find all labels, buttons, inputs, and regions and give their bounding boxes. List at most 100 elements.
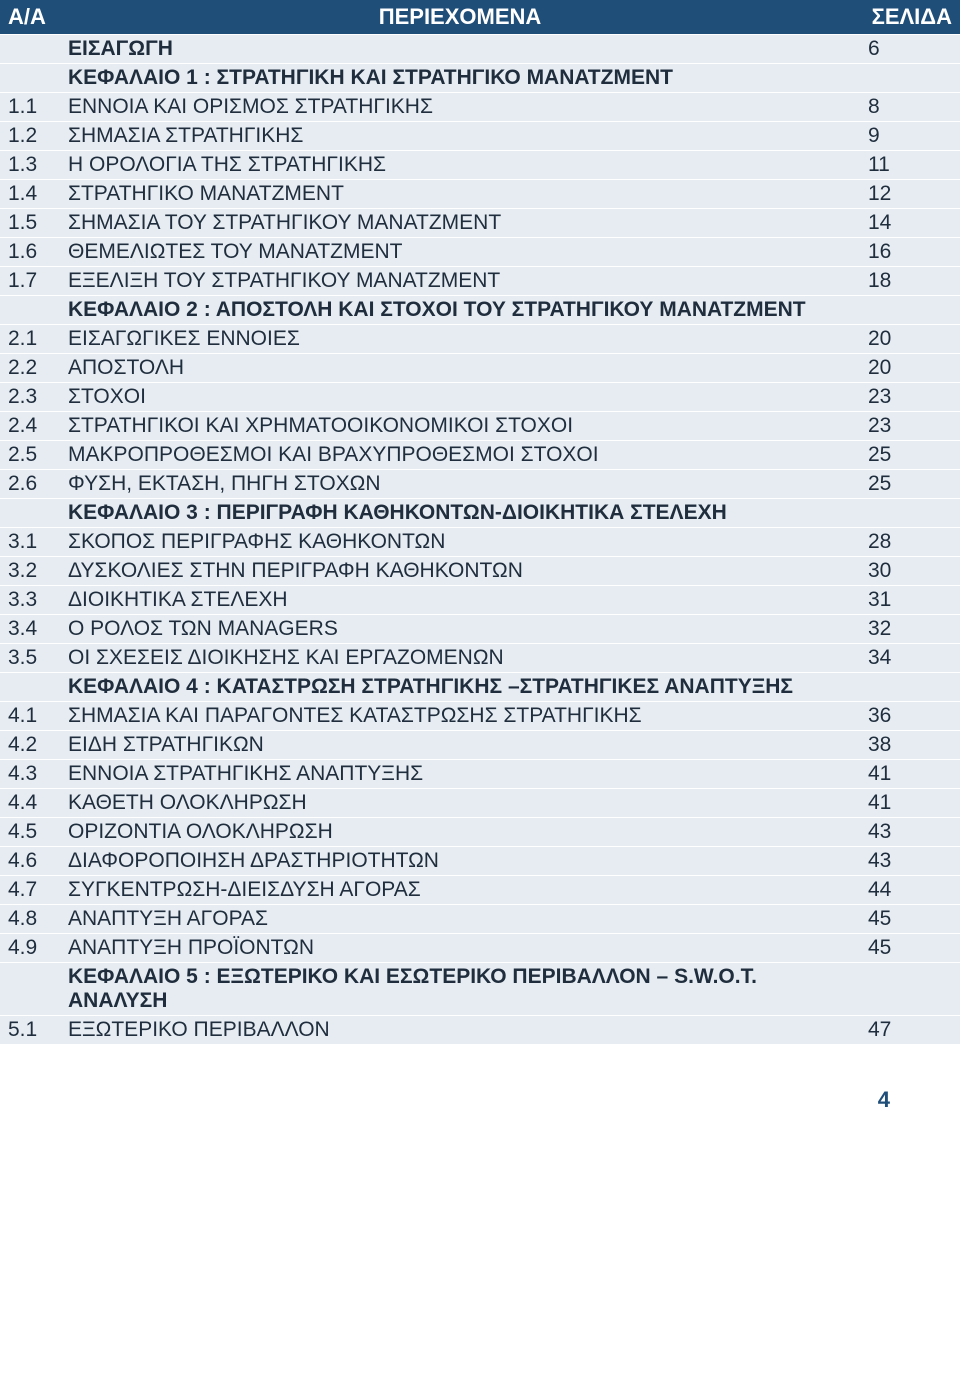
header-page: ΣΕΛΙΔΑ: [860, 0, 960, 35]
row-page: 28: [860, 528, 960, 557]
row-num: 4.9: [0, 934, 60, 963]
row-title: ΚΕΦΑΛΑΙΟ 3 : ΠΕΡΙΓΡΑΦΗ ΚΑΘΗΚΟΝΤΩΝ-ΔΙΟΙΚΗ…: [60, 499, 860, 528]
row-title: ΣΤΡΑΤΗΓΙΚΟ ΜΑΝΑΤΖΜΕΝΤ: [60, 180, 860, 209]
row-num: 2.1: [0, 325, 60, 354]
toc-row: 4.3ΕΝΝΟΙΑ ΣΤΡΑΤΗΓΙΚΗΣ ΑΝΑΠΤΥΞΗΣ41: [0, 760, 960, 789]
row-num: 5.1: [0, 1016, 60, 1045]
row-page: 41: [860, 760, 960, 789]
toc-row: 4.7ΣΥΓΚΕΝΤΡΩΣΗ-ΔΙΕΙΣΔΥΣΗ ΑΓΟΡΑΣ44: [0, 876, 960, 905]
row-page: 25: [860, 470, 960, 499]
row-page: 36: [860, 702, 960, 731]
row-page: 9: [860, 122, 960, 151]
row-page: 20: [860, 354, 960, 383]
row-title: ΣΤΟΧΟΙ: [60, 383, 860, 412]
row-page: [860, 499, 960, 528]
row-num: 1.1: [0, 93, 60, 122]
row-title: ΚΕΦΑΛΑΙΟ 4 : ΚΑΤΑΣΤΡΩΣΗ ΣΤΡΑΤΗΓΙΚΗΣ –ΣΤΡ…: [60, 673, 860, 702]
row-page: 43: [860, 818, 960, 847]
row-page: 12: [860, 180, 960, 209]
toc-row: ΚΕΦΑΛΑΙΟ 2 : ΑΠΟΣΤΟΛΗ ΚΑΙ ΣΤΟΧΟΙ ΤΟΥ ΣΤΡ…: [0, 296, 960, 325]
row-title: ΔΙΑΦΟΡΟΠΟΙΗΣΗ ΔΡΑΣΤΗΡΙΟΤΗΤΩΝ: [60, 847, 860, 876]
toc-row: 4.6ΔΙΑΦΟΡΟΠΟΙΗΣΗ ΔΡΑΣΤΗΡΙΟΤΗΤΩΝ43: [0, 847, 960, 876]
row-title: ΣΚΟΠΟΣ ΠΕΡΙΓΡΑΦΗΣ ΚΑΘΗΚΟΝΤΩΝ: [60, 528, 860, 557]
row-num: [0, 64, 60, 93]
toc-row: 2.4ΣΤΡΑΤΗΓΙΚΟΙ ΚΑΙ ΧΡΗΜΑΤΟΟΙΚΟΝΟΜΙΚΟΙ ΣΤ…: [0, 412, 960, 441]
toc-header-row: Α/Α ΠΕΡΙΕΧΟΜΕΝΑ ΣΕΛΙΔΑ: [0, 0, 960, 35]
row-title: ΘΕΜΕΛΙΩΤΕΣ ΤΟΥ ΜΑΝΑΤΖΜΕΝΤ: [60, 238, 860, 267]
row-title: ΣΗΜΑΣΙΑ ΤΟΥ ΣΤΡΑΤΗΓΙΚΟΥ ΜΑΝΑΤΖΜΕΝΤ: [60, 209, 860, 238]
row-title: ΚΑΘΕΤΗ ΟΛΟΚΛΗΡΩΣΗ: [60, 789, 860, 818]
row-num: 4.5: [0, 818, 60, 847]
toc-row: 2.3ΣΤΟΧΟΙ23: [0, 383, 960, 412]
row-page: 14: [860, 209, 960, 238]
row-page: 44: [860, 876, 960, 905]
toc-row: 4.9ΑΝΑΠΤΥΞΗ ΠΡΟΪΟΝΤΩΝ45: [0, 934, 960, 963]
row-num: 4.7: [0, 876, 60, 905]
row-page: 8: [860, 93, 960, 122]
row-num: 2.5: [0, 441, 60, 470]
toc-row: 4.8ΑΝΑΠΤΥΞΗ ΑΓΟΡΑΣ45: [0, 905, 960, 934]
toc-row: 1.5ΣΗΜΑΣΙΑ ΤΟΥ ΣΤΡΑΤΗΓΙΚΟΥ ΜΑΝΑΤΖΜΕΝΤ14: [0, 209, 960, 238]
row-num: 1.6: [0, 238, 60, 267]
row-num: 2.3: [0, 383, 60, 412]
toc-row: ΚΕΦΑΛΑΙΟ 4 : ΚΑΤΑΣΤΡΩΣΗ ΣΤΡΑΤΗΓΙΚΗΣ –ΣΤΡ…: [0, 673, 960, 702]
row-num: 1.3: [0, 151, 60, 180]
row-title: ΚΕΦΑΛΑΙΟ 2 : ΑΠΟΣΤΟΛΗ ΚΑΙ ΣΤΟΧΟΙ ΤΟΥ ΣΤΡ…: [60, 296, 860, 325]
row-page: 25: [860, 441, 960, 470]
row-num: 2.4: [0, 412, 60, 441]
row-title: ΚΕΦΑΛΑΙΟ 5 : ΕΞΩΤΕΡΙΚΟ ΚΑΙ ΕΣΩΤΕΡΙΚΟ ΠΕΡ…: [60, 963, 860, 1016]
toc-row: 3.4Ο ΡΟΛΟΣ ΤΩΝ MANAGERS32: [0, 615, 960, 644]
row-title: ΕΙΔΗ ΣΤΡΑΤΗΓΙΚΩΝ: [60, 731, 860, 760]
row-num: 1.5: [0, 209, 60, 238]
row-title: ΕΝΝΟΙΑ ΣΤΡΑΤΗΓΙΚΗΣ ΑΝΑΠΤΥΞΗΣ: [60, 760, 860, 789]
toc-table: Α/Α ΠΕΡΙΕΧΟΜΕΝΑ ΣΕΛΙΔΑ ΕΙΣΑΓΩΓΗ6ΚΕΦΑΛΑΙΟ…: [0, 0, 960, 1045]
toc-row: ΕΙΣΑΓΩΓΗ6: [0, 35, 960, 64]
row-title: ΣΗΜΑΣΙΑ ΣΤΡΑΤΗΓΙΚΗΣ: [60, 122, 860, 151]
row-num: 1.4: [0, 180, 60, 209]
row-title: ΔΥΣΚΟΛΙΕΣ ΣΤΗΝ ΠΕΡΙΓΡΑΦΗ ΚΑΘΗΚΟΝΤΩΝ: [60, 557, 860, 586]
row-page: [860, 296, 960, 325]
toc-row: 4.5ΟΡΙΖΟΝΤΙΑ ΟΛΟΚΛΗΡΩΣΗ43: [0, 818, 960, 847]
toc-row: 4.1ΣΗΜΑΣΙΑ ΚΑΙ ΠΑΡΑΓΟΝΤΕΣ ΚΑΤΑΣΤΡΩΣΗΣ ΣΤ…: [0, 702, 960, 731]
toc-row: 2.5ΜΑΚΡΟΠΡΟΘΕΣΜΟΙ ΚΑΙ ΒΡΑΧΥΠΡΟΘΕΣΜΟΙ ΣΤΟ…: [0, 441, 960, 470]
page-number: 4: [878, 1087, 890, 1113]
row-title: ΑΠΟΣΤΟΛΗ: [60, 354, 860, 383]
header-title: ΠΕΡΙΕΧΟΜΕΝΑ: [60, 0, 860, 35]
row-num: 4.4: [0, 789, 60, 818]
row-num: 4.3: [0, 760, 60, 789]
row-num: 4.8: [0, 905, 60, 934]
row-page: [860, 64, 960, 93]
toc-row: ΚΕΦΑΛΑΙΟ 5 : ΕΞΩΤΕΡΙΚΟ ΚΑΙ ΕΣΩΤΕΡΙΚΟ ΠΕΡ…: [0, 963, 960, 1016]
row-page: 18: [860, 267, 960, 296]
toc-row: 1.2ΣΗΜΑΣΙΑ ΣΤΡΑΤΗΓΙΚΗΣ9: [0, 122, 960, 151]
row-page: 31: [860, 586, 960, 615]
toc-row: ΚΕΦΑΛΑΙΟ 3 : ΠΕΡΙΓΡΑΦΗ ΚΑΘΗΚΟΝΤΩΝ-ΔΙΟΙΚΗ…: [0, 499, 960, 528]
row-num: 1.7: [0, 267, 60, 296]
row-title: ΦΥΣΗ, ΕΚΤΑΣΗ, ΠΗΓΗ ΣΤΟΧΩΝ: [60, 470, 860, 499]
row-page: 43: [860, 847, 960, 876]
row-title: ΟΙ ΣΧΕΣΕΙΣ ΔΙΟΙΚΗΣΗΣ ΚΑΙ ΕΡΓΑΖΟΜΕΝΩΝ: [60, 644, 860, 673]
toc-page: Α/Α ΠΕΡΙΕΧΟΜΕΝΑ ΣΕΛΙΔΑ ΕΙΣΑΓΩΓΗ6ΚΕΦΑΛΑΙΟ…: [0, 0, 960, 1125]
row-page: 47: [860, 1016, 960, 1045]
row-num: 2.6: [0, 470, 60, 499]
row-page: [860, 673, 960, 702]
row-title: ΔΙΟΙΚΗΤΙΚΑ ΣΤΕΛΕΧΗ: [60, 586, 860, 615]
row-page: 45: [860, 934, 960, 963]
row-title: ΑΝΑΠΤΥΞΗ ΑΓΟΡΑΣ: [60, 905, 860, 934]
row-title: Ο ΡΟΛΟΣ ΤΩΝ MANAGERS: [60, 615, 860, 644]
toc-row: 2.1ΕΙΣΑΓΩΓΙΚΕΣ ΕΝΝΟΙΕΣ20: [0, 325, 960, 354]
row-page: 23: [860, 383, 960, 412]
row-title: ΕΞΩΤΕΡΙΚΟ ΠΕΡΙΒΑΛΛΟΝ: [60, 1016, 860, 1045]
toc-row: ΚΕΦΑΛΑΙΟ 1 : ΣΤΡΑΤΗΓΙΚΗ ΚΑΙ ΣΤΡΑΤΗΓΙΚΟ Μ…: [0, 64, 960, 93]
row-title: ΕΙΣΑΓΩΓΗ: [60, 35, 860, 64]
row-page: 11: [860, 151, 960, 180]
bottom-padding: [0, 1045, 960, 1125]
toc-row: 2.2ΑΠΟΣΤΟΛΗ20: [0, 354, 960, 383]
row-page: 45: [860, 905, 960, 934]
row-title: ΜΑΚΡΟΠΡΟΘΕΣΜΟΙ ΚΑΙ ΒΡΑΧΥΠΡΟΘΕΣΜΟΙ ΣΤΟΧΟΙ: [60, 441, 860, 470]
row-page: [860, 963, 960, 1016]
row-title: ΑΝΑΠΤΥΞΗ ΠΡΟΪΟΝΤΩΝ: [60, 934, 860, 963]
row-title: ΕΙΣΑΓΩΓΙΚΕΣ ΕΝΝΟΙΕΣ: [60, 325, 860, 354]
toc-row: 3.5ΟΙ ΣΧΕΣΕΙΣ ΔΙΟΙΚΗΣΗΣ ΚΑΙ ΕΡΓΑΖΟΜΕΝΩΝ3…: [0, 644, 960, 673]
row-title: Η ΟΡΟΛΟΓΙΑ ΤΗΣ ΣΤΡΑΤΗΓΙΚΗΣ: [60, 151, 860, 180]
